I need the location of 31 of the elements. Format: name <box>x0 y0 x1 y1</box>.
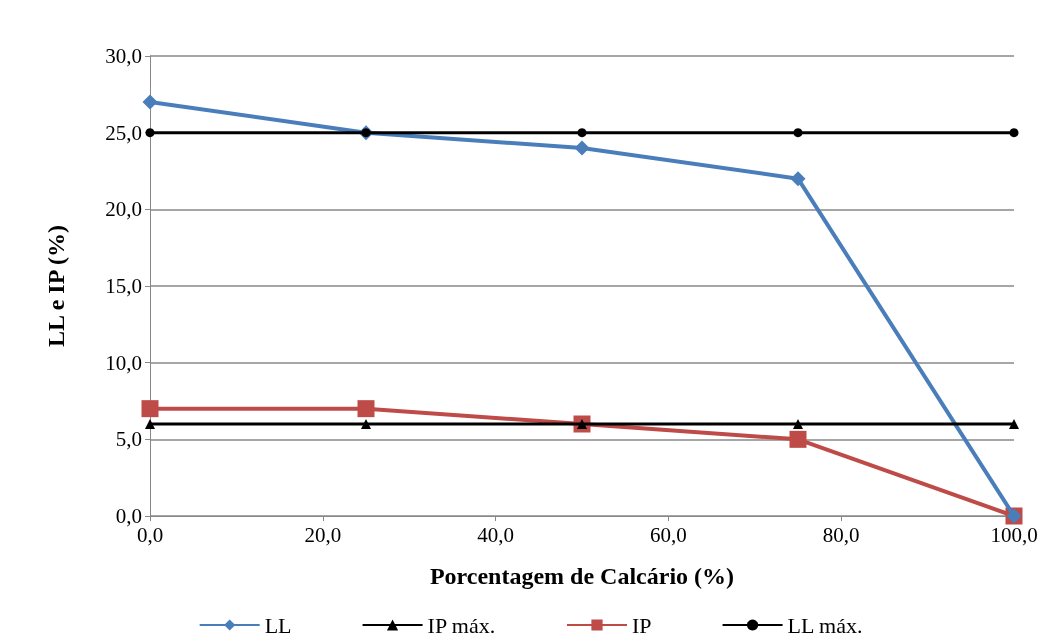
point <box>790 171 806 187</box>
point <box>142 94 158 110</box>
point <box>793 128 803 138</box>
y-axis-title: LL e IP (%) <box>43 224 69 348</box>
x-axis-title: Porcentagem de Calcário (%) <box>429 563 735 589</box>
legend-label: IP máx. <box>427 612 496 638</box>
y-tick-label: 20,0 <box>105 197 142 222</box>
point <box>793 419 803 429</box>
point <box>1009 128 1019 138</box>
y-tick-label: 25,0 <box>105 120 142 145</box>
x-tick-label: 100,0 <box>990 522 1038 547</box>
point <box>1009 419 1019 429</box>
legend-label: LL <box>264 612 292 638</box>
point <box>577 128 587 138</box>
y-tick-label: 5,0 <box>115 427 142 452</box>
point <box>145 128 155 138</box>
point <box>141 400 159 418</box>
legend-label: LL máx. <box>787 612 863 638</box>
x-tick-label: 20,0 <box>304 522 342 547</box>
x-tick-label: 60,0 <box>650 522 687 547</box>
point <box>145 419 155 429</box>
legend-label: IP <box>632 612 652 638</box>
point <box>789 430 807 448</box>
y-tick-label: 10,0 <box>105 350 142 375</box>
y-tick-label: 30,0 <box>105 44 142 68</box>
x-tick-label: 40,0 <box>477 522 514 547</box>
y-tick-label: 15,0 <box>105 274 142 298</box>
point <box>361 419 371 429</box>
point <box>357 400 375 418</box>
point <box>574 140 590 156</box>
x-tick-label: 80,0 <box>822 522 860 547</box>
